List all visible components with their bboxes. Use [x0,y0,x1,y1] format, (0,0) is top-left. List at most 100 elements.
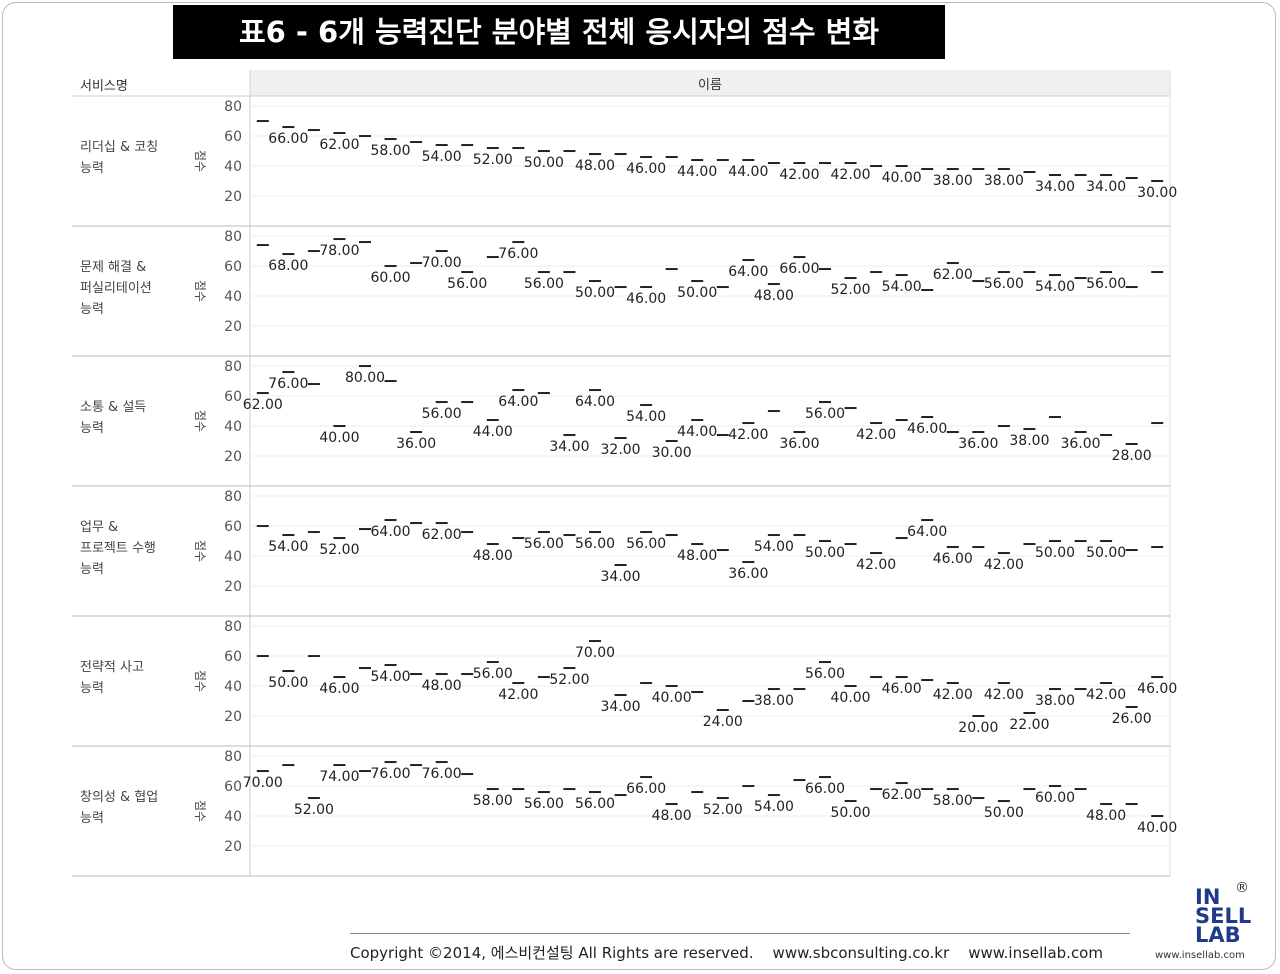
value-label: 52.00 [319,542,359,558]
header-band [250,70,1170,96]
value-label: 76.00 [498,246,538,262]
value-label: 62.00 [243,397,283,413]
value-label: 54.00 [268,539,308,555]
y-tick-label: 20 [224,839,242,855]
y-tick-label: 40 [224,549,242,565]
y-tick-label: 80 [224,489,242,505]
value-label: 42.00 [498,687,538,703]
value-label: 64.00 [907,524,947,540]
value-label: 50.00 [524,155,564,171]
value-label: 48.00 [575,158,615,174]
value-label: 64.00 [371,524,411,540]
y-axis-label: 점수 [193,280,207,302]
value-label: 42.00 [984,557,1024,573]
row-label: 능력 [80,421,104,436]
value-label: 62.00 [933,267,973,283]
value-label: 42.00 [728,427,768,443]
row-header: 서비스명 [80,79,128,94]
value-label: 52.00 [549,672,589,688]
value-label: 62.00 [882,787,922,803]
value-label: 56.00 [805,406,845,422]
y-tick-label: 80 [224,229,242,245]
y-tick-label: 60 [224,389,242,405]
value-label: 42.00 [933,687,973,703]
logo-text: SELL [1195,904,1252,928]
row-label: 능력 [80,811,104,826]
value-label: 42.00 [831,167,871,183]
value-label: 56.00 [524,796,564,812]
value-label: 62.00 [422,527,462,543]
value-label: 50.00 [1035,545,1075,561]
value-label: 54.00 [882,279,922,295]
row-label: 전략적 사고 [80,660,144,675]
y-tick-label: 60 [224,519,242,535]
value-label: 50.00 [677,285,717,301]
logo-url: www.insellab.com [1155,950,1245,961]
logo-text: IN [1195,885,1221,909]
value-label: 56.00 [473,666,513,682]
value-label: 68.00 [268,258,308,274]
value-label: 50.00 [575,285,615,301]
value-label: 64.00 [575,394,615,410]
value-label: 58.00 [371,143,411,159]
value-label: 66.00 [779,261,819,277]
value-label: 66.00 [626,781,666,797]
logo: ® IN SELL LAB www.insellab.com [1150,880,1260,966]
value-label: 50.00 [831,805,871,821]
y-tick-label: 60 [224,649,242,665]
value-label: 54.00 [754,799,794,815]
column-header: 이름 [698,78,722,93]
logo-text: LAB [1195,923,1241,947]
value-label: 42.00 [856,427,896,443]
footer: Copyright ©2014, 에스비컨설팅 All Rights are r… [350,933,1130,963]
value-label: 42.00 [856,557,896,573]
value-label: 46.00 [626,291,666,307]
value-label: 46.00 [626,161,666,177]
value-label: 76.00 [422,766,462,782]
value-label: 46.00 [319,681,359,697]
value-label: 24.00 [703,714,743,730]
value-label: 48.00 [422,678,462,694]
value-label: 38.00 [754,693,794,709]
y-tick-label: 40 [224,809,242,825]
value-label: 60.00 [371,270,411,286]
value-label: 56.00 [1086,276,1126,292]
value-label: 36.00 [396,436,436,452]
value-label: 78.00 [319,243,359,259]
y-axis-label: 점수 [193,540,207,562]
row-label: 능력 [80,161,104,176]
row-label: 능력 [80,562,104,577]
y-tick-label: 60 [224,259,242,275]
value-label: 28.00 [1112,448,1152,464]
value-label: 26.00 [1112,711,1152,727]
row-label: 소통 & 설득 [80,400,146,415]
y-tick-label: 80 [224,749,242,765]
y-tick-label: 60 [224,129,242,145]
y-tick-label: 20 [224,449,242,465]
value-label: 56.00 [805,666,845,682]
value-label: 66.00 [268,131,308,147]
value-label: 52.00 [294,802,334,818]
value-label: 56.00 [575,536,615,552]
row-label: 업무 & [80,520,118,535]
value-label: 46.00 [907,421,947,437]
row-label: 창의성 & 협업 [80,790,158,805]
value-label: 40.00 [652,690,692,706]
value-label: 46.00 [882,681,922,697]
value-label: 58.00 [473,793,513,809]
value-label: 34.00 [1035,179,1075,195]
y-tick-label: 80 [224,359,242,375]
row-label: 리더십 & 코칭 [80,140,158,155]
value-label: 46.00 [933,551,973,567]
value-label: 52.00 [831,282,871,298]
y-axis-label: 점수 [193,800,207,822]
value-label: 44.00 [677,164,717,180]
value-label: 74.00 [319,769,359,785]
value-label: 80.00 [345,370,385,386]
value-label: 42.00 [779,167,819,183]
row-label: 프로젝트 수행 [80,540,156,556]
value-label: 34.00 [601,699,641,715]
value-label: 66.00 [805,781,845,797]
